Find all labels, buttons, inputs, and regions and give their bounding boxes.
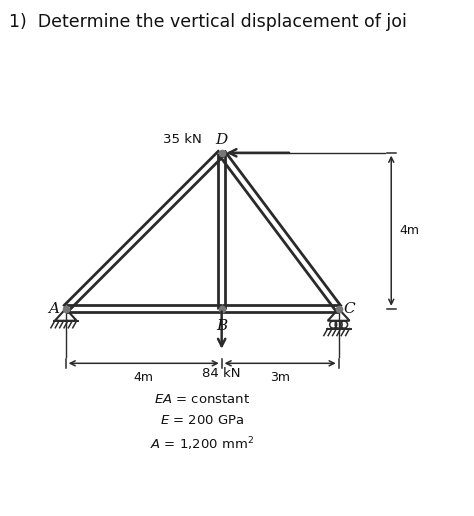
Text: $A$ = 1,200 mm$^2$: $A$ = 1,200 mm$^2$	[150, 436, 255, 453]
Text: 4m: 4m	[400, 224, 420, 237]
Text: C: C	[344, 302, 356, 316]
Text: 4m: 4m	[134, 371, 154, 384]
Text: 84 kN: 84 kN	[202, 367, 241, 380]
Text: 1)  Determine the vertical displacement of joi: 1) Determine the vertical displacement o…	[9, 13, 407, 31]
Text: 35 kN: 35 kN	[164, 133, 202, 146]
Text: $EA$ = constant: $EA$ = constant	[154, 393, 250, 406]
Text: 3m: 3m	[270, 371, 290, 384]
Text: $E$ = 200 GPa: $E$ = 200 GPa	[160, 414, 245, 427]
Text: A: A	[48, 302, 59, 316]
Text: B: B	[216, 319, 228, 333]
Text: D: D	[216, 133, 228, 148]
